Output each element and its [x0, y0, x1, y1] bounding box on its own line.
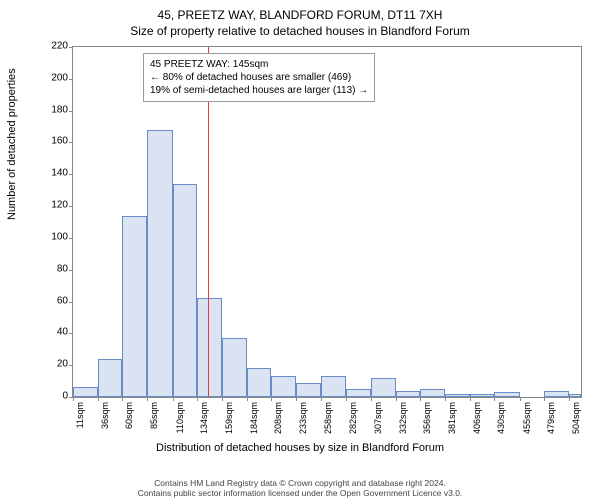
y-tick-mark — [69, 238, 73, 239]
title-line-1: 45, PREETZ WAY, BLANDFORD FORUM, DT11 7X… — [0, 8, 600, 22]
x-tick-mark — [420, 397, 421, 401]
footer-line-1: Contains HM Land Registry data © Crown c… — [0, 478, 600, 488]
y-tick-label: 40 — [40, 327, 68, 338]
x-tick-mark — [396, 397, 397, 401]
y-tick-label: 140 — [40, 168, 68, 179]
x-tick-mark — [197, 397, 198, 401]
histogram-bar — [247, 368, 271, 397]
x-tick-label: 159sqm — [224, 402, 234, 434]
x-tick-label: 332sqm — [398, 402, 408, 434]
x-tick-mark — [247, 397, 248, 401]
x-tick-mark — [147, 397, 148, 401]
x-tick-mark — [544, 397, 545, 401]
y-tick-label: 60 — [40, 295, 68, 306]
x-tick-label: 233sqm — [298, 402, 308, 434]
chart-container: 45, PREETZ WAY, BLANDFORD FORUM, DT11 7X… — [0, 0, 600, 500]
annotation-line-3: 19% of semi-detached houses are larger (… — [150, 84, 368, 97]
y-tick-mark — [69, 174, 73, 175]
y-tick-mark — [69, 79, 73, 80]
x-tick-mark — [271, 397, 272, 401]
histogram-bar — [197, 298, 222, 397]
histogram-bar — [222, 338, 247, 397]
histogram-bar — [445, 394, 470, 397]
y-tick-mark — [69, 333, 73, 334]
histogram-bar — [420, 389, 445, 397]
x-tick-mark — [494, 397, 495, 401]
x-tick-label: 208sqm — [273, 402, 283, 434]
x-tick-mark — [98, 397, 99, 401]
y-tick-label: 20 — [40, 359, 68, 370]
x-tick-mark — [371, 397, 372, 401]
histogram-bar — [173, 184, 197, 397]
annotation-box: 45 PREETZ WAY: 145sqm ← 80% of detached … — [143, 53, 375, 102]
y-tick-mark — [69, 47, 73, 48]
x-tick-label: 479sqm — [546, 402, 556, 434]
x-tick-label: 36sqm — [100, 402, 110, 429]
x-tick-label: 282sqm — [348, 402, 358, 434]
x-tick-mark — [296, 397, 297, 401]
x-tick-mark — [73, 397, 74, 401]
x-tick-mark — [222, 397, 223, 401]
histogram-bar — [147, 130, 172, 397]
x-tick-label: 381sqm — [447, 402, 457, 434]
histogram-bar — [569, 394, 581, 397]
x-tick-label: 307sqm — [373, 402, 383, 434]
histogram-bar — [371, 378, 396, 397]
x-tick-mark — [122, 397, 123, 401]
footer-line-2: Contains public sector information licen… — [0, 488, 600, 498]
x-tick-label: 184sqm — [249, 402, 259, 434]
y-tick-label: 120 — [40, 200, 68, 211]
y-tick-mark — [69, 365, 73, 366]
x-tick-mark — [173, 397, 174, 401]
histogram-bar — [396, 391, 420, 397]
y-tick-label: 80 — [40, 263, 68, 274]
x-axis-label: Distribution of detached houses by size … — [0, 442, 600, 454]
histogram-bar — [544, 391, 569, 397]
y-tick-label: 160 — [40, 136, 68, 147]
x-tick-mark — [470, 397, 471, 401]
histogram-bar — [122, 216, 147, 397]
y-tick-mark — [69, 302, 73, 303]
x-tick-mark — [321, 397, 322, 401]
histogram-bar — [271, 376, 296, 397]
histogram-bar — [296, 383, 321, 397]
y-tick-label: 0 — [40, 391, 68, 402]
histogram-bar — [346, 389, 371, 397]
x-tick-label: 60sqm — [124, 402, 134, 429]
x-tick-label: 406sqm — [472, 402, 482, 434]
plot-area: 45 PREETZ WAY: 145sqm ← 80% of detached … — [72, 46, 582, 398]
y-tick-mark — [69, 270, 73, 271]
x-tick-mark — [346, 397, 347, 401]
histogram-bar — [494, 392, 519, 397]
x-tick-mark — [569, 397, 570, 401]
footer: Contains HM Land Registry data © Crown c… — [0, 478, 600, 498]
histogram-bar — [98, 359, 122, 397]
x-tick-mark — [445, 397, 446, 401]
x-tick-label: 85sqm — [149, 402, 159, 429]
x-tick-label: 11sqm — [75, 402, 85, 428]
y-tick-label: 180 — [40, 104, 68, 115]
title-line-2: Size of property relative to detached ho… — [0, 24, 600, 38]
x-tick-label: 430sqm — [496, 402, 506, 434]
histogram-bar — [321, 376, 345, 397]
histogram-bar — [470, 394, 494, 397]
y-tick-mark — [69, 142, 73, 143]
annotation-line-1: 45 PREETZ WAY: 145sqm — [150, 58, 368, 71]
y-tick-mark — [69, 206, 73, 207]
x-tick-label: 356sqm — [422, 402, 432, 434]
annotation-line-2: ← 80% of detached houses are smaller (46… — [150, 71, 368, 84]
y-tick-label: 220 — [40, 41, 68, 52]
histogram-bar — [73, 387, 98, 397]
y-tick-label: 200 — [40, 72, 68, 83]
y-tick-mark — [69, 111, 73, 112]
x-tick-label: 504sqm — [571, 402, 581, 434]
x-tick-label: 258sqm — [323, 402, 333, 434]
y-tick-label: 100 — [40, 231, 68, 242]
x-tick-mark — [520, 397, 521, 401]
x-tick-label: 110sqm — [175, 402, 185, 433]
x-tick-label: 134sqm — [199, 402, 209, 434]
y-axis-label: Number of detached properties — [6, 68, 18, 220]
x-tick-label: 455sqm — [522, 402, 532, 434]
